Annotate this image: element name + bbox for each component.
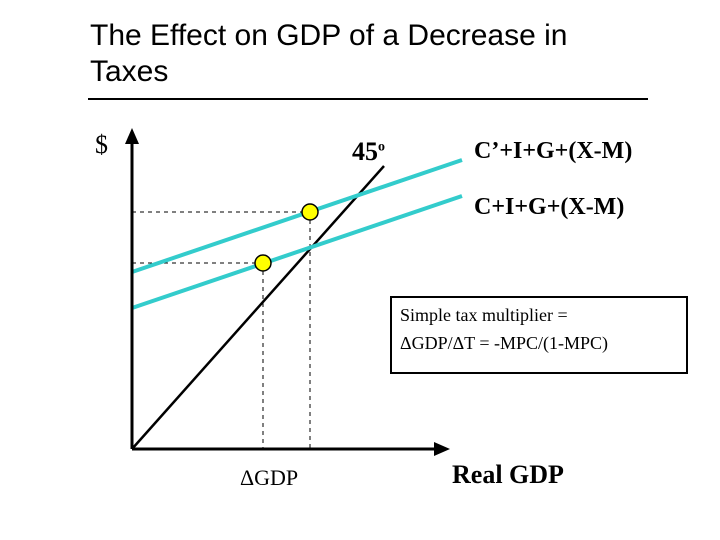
x-axis-label: Real GDP	[452, 460, 564, 490]
formula-line-1: Simple tax multiplier =	[400, 302, 678, 330]
chart-svg	[0, 0, 720, 540]
delta-gdp-label: ΔGDP	[240, 465, 298, 491]
formula-box: Simple tax multiplier = ΔGDP/ΔT = -MPC/(…	[390, 296, 688, 374]
formula-line-2: ΔGDP/ΔT = -MPC/(1-MPC)	[400, 330, 678, 358]
